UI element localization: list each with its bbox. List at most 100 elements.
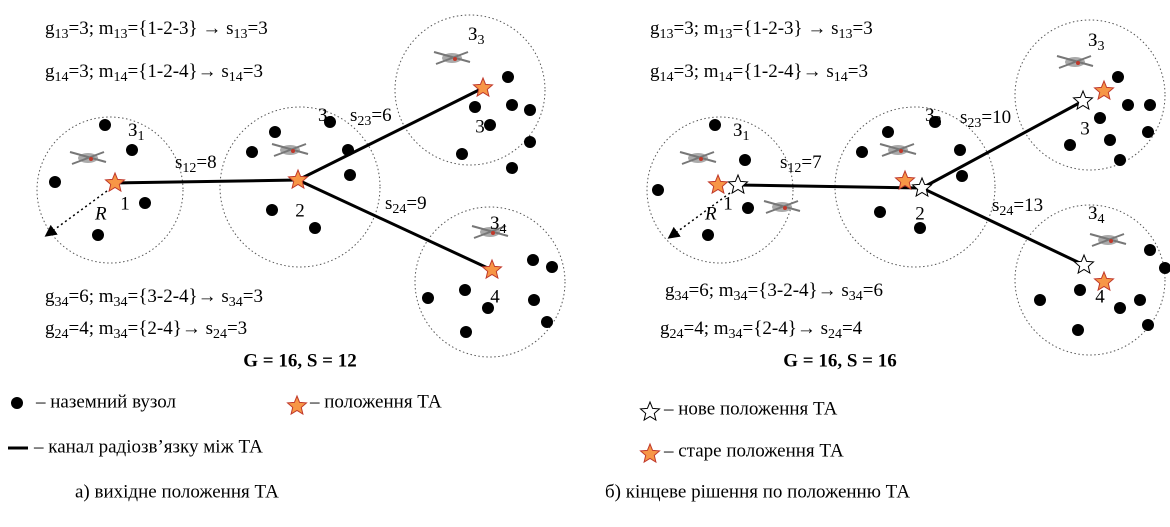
ground-node [1074,284,1086,296]
uav-icon [434,52,470,64]
radio-link [298,180,492,270]
formula: g13=3; m13={1-2-3} → s13=3 [650,18,873,42]
radio-link [115,180,298,183]
text-run: g [45,61,55,82]
text-run: s [350,105,357,126]
cluster-label: З3 [468,24,485,48]
subscript: 34 [114,295,128,310]
radio-link [298,88,483,180]
text-run: =6; m [689,280,734,301]
legend-label: – нове положення ТА [663,398,838,419]
ground-node [1134,294,1146,306]
ground-node [1122,99,1134,111]
subscript: 34 [729,327,743,342]
text-run: s [385,193,392,214]
uav-icon [680,152,716,164]
text-run: g [650,18,660,39]
subscript: 13 [114,27,128,42]
node-number: 1 [723,193,733,214]
subscript: 24 [55,327,69,342]
ground-node [702,229,714,241]
ground-node [742,202,754,214]
ground-node [652,184,664,196]
subscript: 23 [967,116,981,131]
ground-node [139,197,151,209]
formula: g34=6; m34={3-2-4}→ s34=6 [665,280,883,304]
link-label: s12=7 [780,152,822,176]
text-run: =6; m [69,286,114,307]
text-run: s [992,195,999,216]
new-uav-position [913,178,932,196]
node-number: 1 [120,193,130,214]
text-run: ={1-2-4}→ s [128,61,229,82]
text-run: =7 [801,152,821,173]
text-run: =3 [848,61,868,82]
subscript: 34 [55,295,69,310]
subscript: 34 [675,289,689,304]
subscript: 34 [849,289,863,304]
ground-node [460,326,472,338]
formula: g24=4; m34={2-4}→ s24=3 [45,318,247,342]
old-uav-position [106,173,125,191]
totals: G = 16, S = 16 [783,350,897,371]
text-run: g [45,18,55,39]
cluster-label: З2 [318,105,335,129]
new-uav-position [729,175,748,193]
cluster-range [220,107,380,267]
ground-node [1094,112,1106,124]
text-run: =3 [227,318,247,339]
ground-node [1034,294,1046,306]
subscript: 13 [234,27,248,42]
text-run: g [45,318,55,339]
ground-node [1142,126,1154,138]
ground-node [856,146,868,158]
ground-node [506,99,518,111]
ground-node [502,71,514,83]
ground-node [546,261,558,273]
legend-star [641,402,660,420]
text-run: ={2-4}→ s [743,318,828,339]
old-uav-position [289,170,308,188]
ground-node [882,126,894,138]
ground-node [739,154,751,166]
ground-node [422,292,434,304]
ground-node [528,294,540,306]
radius-label: R [704,203,717,224]
text-run: З [1088,203,1098,224]
text-run: =3 [243,286,263,307]
subscript: 12 [182,161,196,176]
ground-node [126,144,138,156]
node-number: 4 [490,286,500,307]
ground-node [956,170,968,182]
ground-node [309,222,321,234]
ground-node [1064,139,1076,151]
text-run: З [925,105,935,126]
ground-node [344,169,356,181]
text-run: ={1-2-3} → s [128,18,234,39]
text-run: З [318,105,328,126]
formula: g34=6; m34={3-2-4}→ s34=3 [45,286,263,310]
uav-accent [453,57,457,61]
uav-icon [70,152,106,164]
text-run: =3 [248,18,268,39]
subscript: 34 [114,327,128,342]
subscript: 1 [743,129,750,144]
text-run: =3; m [69,61,114,82]
subscript: 2 [328,114,335,129]
totals: G = 16, S = 12 [243,350,357,371]
ground-node [11,397,23,409]
formula: g24=4; m34={2-4}→ s24=4 [660,318,863,342]
text-run: g [650,61,660,82]
ground-node [269,126,281,138]
cluster-label: З4 [1088,203,1105,227]
text-run: =4; m [69,318,114,339]
legend-label: – старе положення ТА [663,440,844,461]
subscript: 24 [828,327,842,342]
text-run: =8 [196,152,216,173]
subscript: 2 [935,114,942,129]
text-run: =3; m [674,61,719,82]
legend-star [288,396,307,414]
ground-node [541,316,553,328]
subscript: 14 [55,70,69,85]
uav-accent [699,157,703,161]
